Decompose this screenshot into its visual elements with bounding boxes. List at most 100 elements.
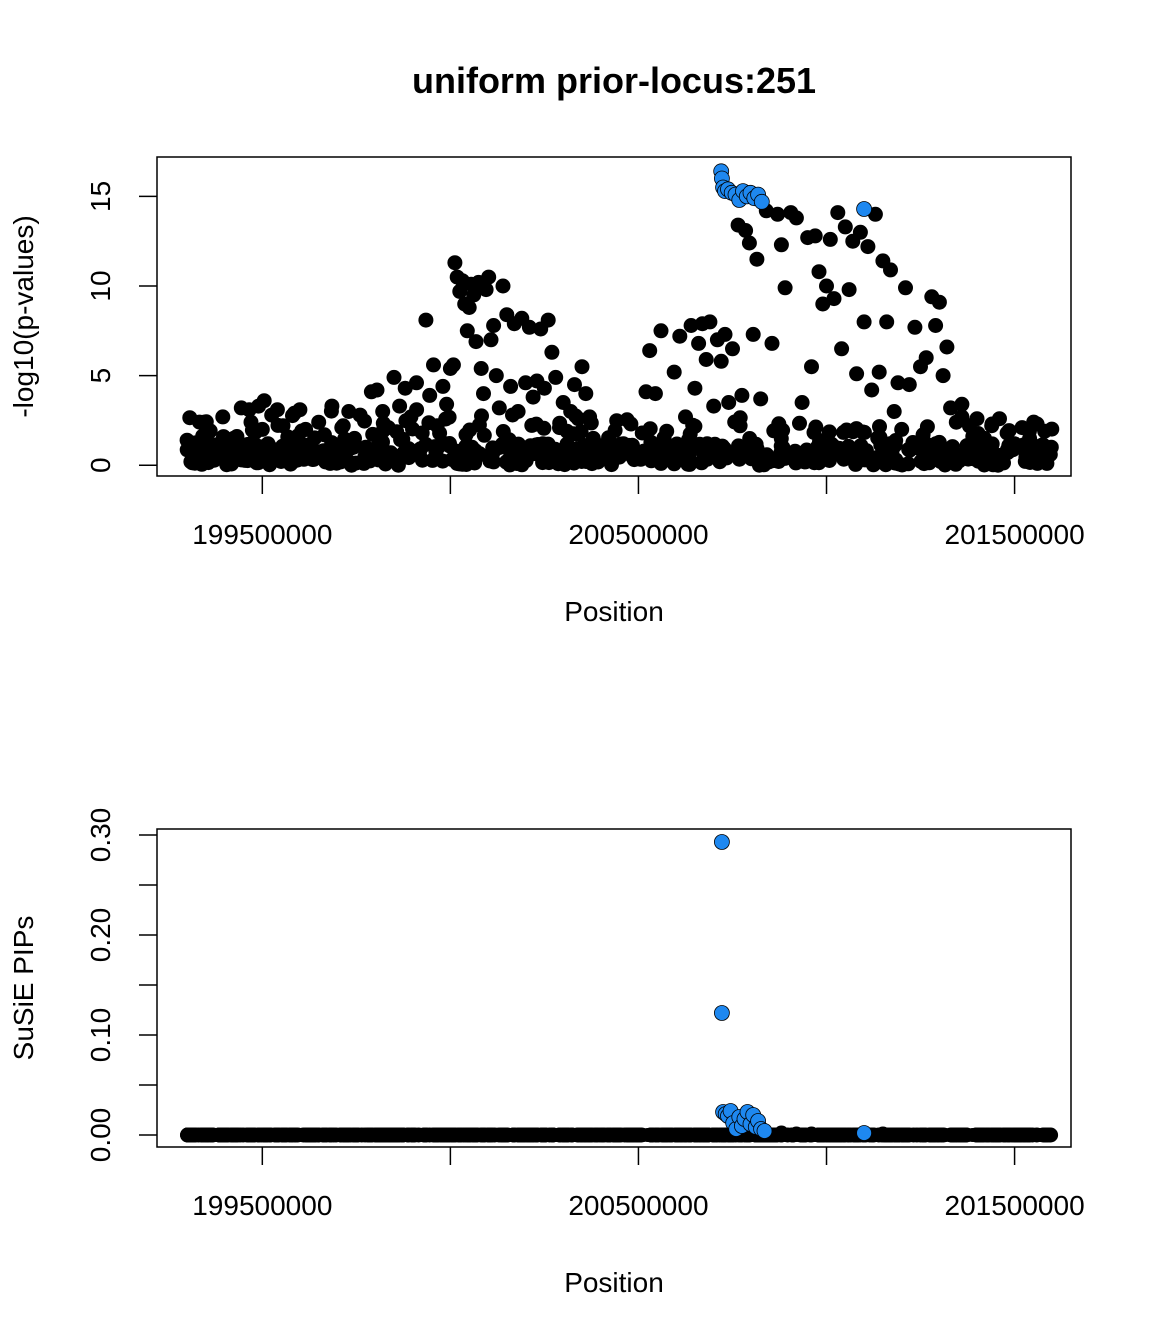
data-point: [182, 410, 198, 426]
data-point: [931, 294, 947, 310]
highlight-point: [714, 834, 730, 850]
data-point: [1042, 447, 1058, 462]
data-point: [773, 1125, 789, 1141]
data-point: [429, 418, 445, 434]
data-point: [745, 326, 761, 342]
data-point: [352, 407, 368, 423]
data-point: [773, 237, 789, 253]
data-point: [890, 375, 906, 391]
data-point: [725, 341, 740, 357]
data-point: [439, 396, 455, 412]
data-point: [303, 438, 319, 453]
data-point: [886, 404, 902, 419]
data-point: [698, 352, 714, 367]
data-point: [476, 386, 491, 402]
x-axis-label: Position: [564, 596, 664, 627]
data-point: [717, 326, 733, 342]
x-tick-label: 201500000: [945, 1190, 1085, 1221]
data-point: [380, 453, 396, 469]
data-point: [413, 441, 429, 457]
data-point: [481, 269, 497, 285]
data-point: [977, 451, 993, 467]
data-point: [901, 377, 917, 393]
data-point: [901, 441, 917, 457]
data-point: [830, 205, 846, 221]
y-tick-label: 10: [85, 270, 116, 301]
data-point: [254, 421, 270, 437]
data-point: [864, 382, 880, 398]
data-point: [826, 291, 842, 307]
data-point: [341, 404, 357, 419]
data-point: [525, 389, 541, 405]
data-point: [375, 404, 391, 419]
data-point: [741, 235, 757, 251]
data-point: [414, 452, 430, 468]
main-title: uniform prior-locus:251: [412, 60, 816, 101]
data-point: [485, 442, 501, 458]
data-point: [623, 416, 639, 432]
data-point: [380, 420, 396, 436]
data-point: [879, 314, 895, 330]
data-point: [804, 359, 819, 375]
y-tick-label: 15: [85, 181, 116, 212]
data-point: [418, 312, 434, 328]
data-point: [953, 447, 969, 463]
data-point: [775, 422, 791, 438]
data-point: [455, 456, 471, 472]
data-point: [243, 441, 259, 457]
highlight-point: [714, 1005, 730, 1021]
data-point: [856, 314, 872, 330]
data-point: [1014, 420, 1030, 436]
data-point: [510, 436, 526, 452]
data-point: [977, 430, 992, 446]
x-tick-label: 200500000: [568, 519, 708, 550]
data-point: [630, 448, 646, 464]
data-point: [518, 375, 534, 391]
data-point: [467, 455, 483, 471]
data-point: [811, 264, 827, 280]
data-point: [228, 434, 244, 450]
data-point: [461, 300, 477, 315]
data-point: [548, 369, 564, 385]
data-point: [834, 341, 850, 357]
data-point: [547, 441, 563, 457]
data-point: [250, 452, 266, 468]
data-point: [732, 418, 748, 434]
data-point: [447, 255, 463, 271]
data-point: [426, 357, 441, 373]
data-point: [495, 278, 511, 294]
data-point: [510, 404, 526, 419]
data-point: [528, 416, 544, 432]
data-point: [655, 444, 670, 460]
data-point: [731, 451, 747, 467]
data-point: [573, 424, 589, 440]
data-point: [777, 280, 793, 296]
data-point: [442, 436, 457, 451]
data-point: [916, 456, 932, 472]
plot-frame: [156, 828, 1072, 1148]
data-point: [369, 382, 385, 398]
data-point: [445, 357, 461, 373]
y-tick-label: 0.10: [85, 1008, 116, 1063]
data-point: [295, 448, 311, 464]
data-point: [1007, 436, 1023, 452]
data-point: [324, 398, 340, 414]
data-point: [194, 450, 210, 466]
data-point: [1037, 423, 1053, 439]
data-point: [807, 228, 823, 244]
data-point: [707, 436, 723, 452]
y-tick-label: 0.00: [85, 1108, 116, 1163]
data-point: [582, 409, 598, 425]
data-point: [841, 282, 857, 298]
data-point: [849, 366, 865, 382]
data-point: [491, 400, 507, 416]
highlight-point: [753, 193, 770, 210]
data-point: [852, 224, 868, 240]
data-point: [318, 454, 334, 470]
data-point: [574, 359, 590, 375]
data-point: [403, 409, 419, 425]
data-point: [459, 323, 475, 339]
data-point: [659, 423, 675, 439]
data-point: [706, 398, 722, 414]
data-point: [563, 450, 578, 466]
